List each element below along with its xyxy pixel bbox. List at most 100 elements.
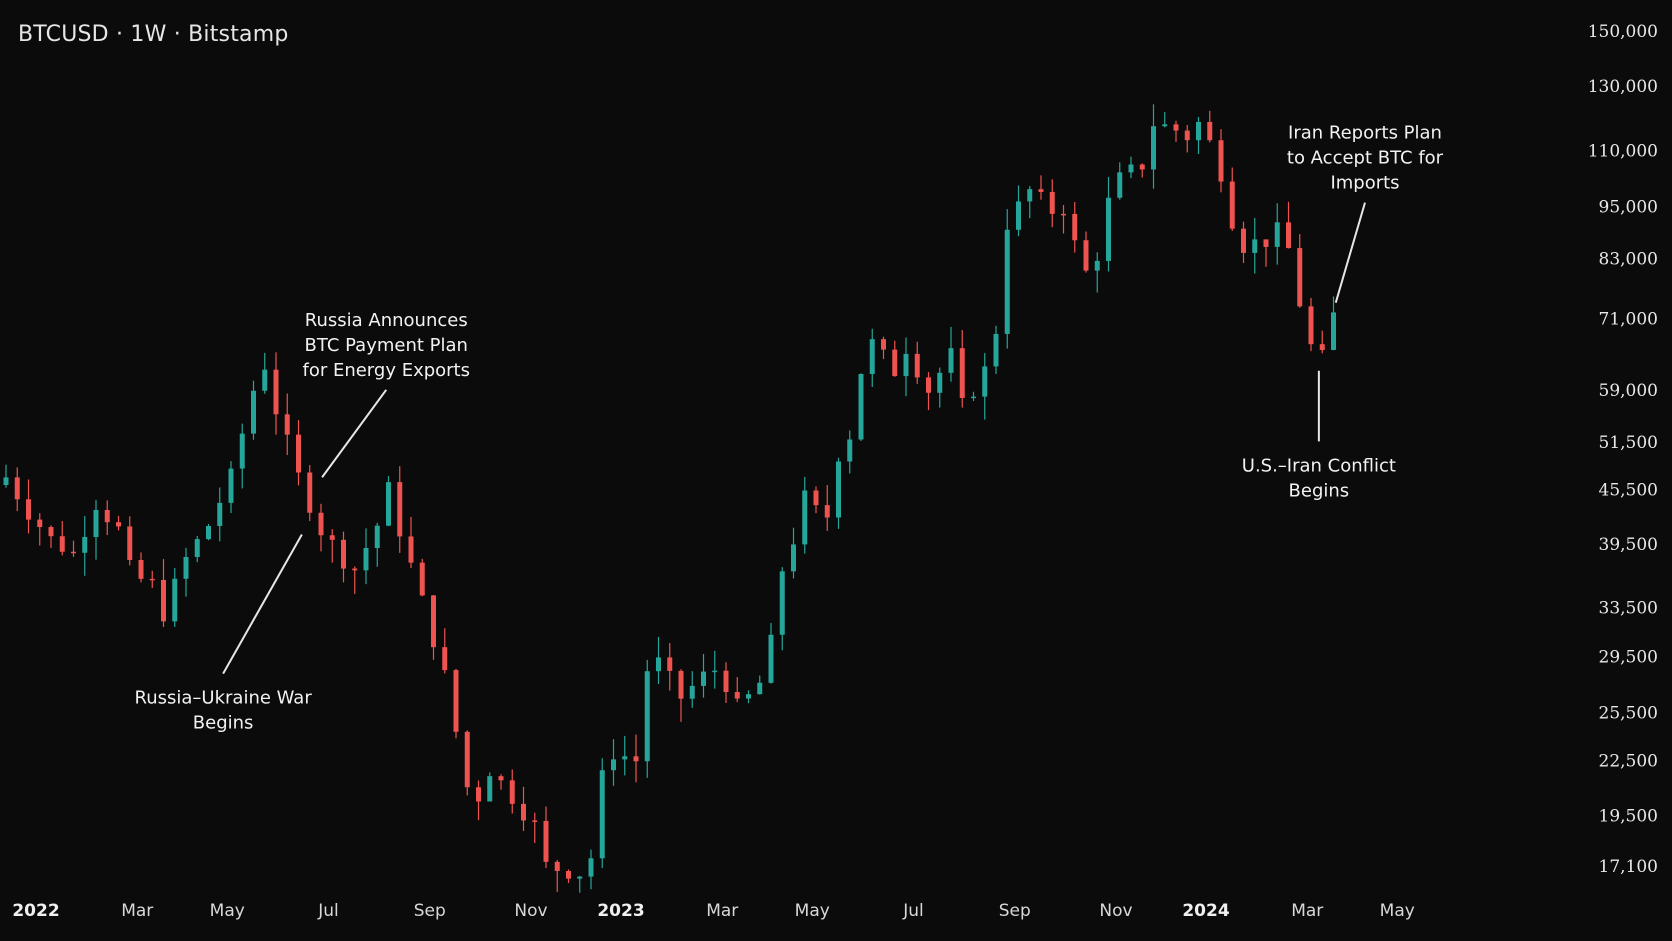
candle-body[interactable] <box>1072 213 1078 241</box>
candle-body[interactable] <box>262 369 268 391</box>
candle-body[interactable] <box>791 544 796 572</box>
candle-body[interactable] <box>588 858 594 877</box>
candle-body[interactable] <box>1218 140 1224 182</box>
candle-body[interactable] <box>104 509 110 523</box>
candle-body[interactable] <box>577 876 583 879</box>
candle-body[interactable] <box>318 512 324 536</box>
candle-body[interactable] <box>926 377 931 393</box>
candle-body[interactable] <box>948 348 954 373</box>
candle-body[interactable] <box>611 759 616 771</box>
candle-body[interactable] <box>307 472 313 513</box>
candle-body[interactable] <box>341 539 346 569</box>
candle-body[interactable] <box>251 390 256 434</box>
candle-body[interactable] <box>1094 260 1100 271</box>
candle-body[interactable] <box>1049 191 1055 214</box>
candle-body[interactable] <box>1106 197 1111 261</box>
candle-body[interactable] <box>374 525 380 548</box>
candle-body[interactable] <box>1004 229 1010 334</box>
candle-body[interactable] <box>509 780 515 804</box>
candle-body[interactable] <box>127 526 133 560</box>
candle-body[interactable] <box>1263 239 1269 247</box>
candle-body[interactable] <box>914 353 920 378</box>
candle-body[interactable] <box>701 671 706 686</box>
candle-body[interactable] <box>1151 126 1156 170</box>
candle-body[interactable] <box>37 519 43 528</box>
candle-body[interactable] <box>847 439 853 462</box>
candle-body[interactable] <box>296 434 301 473</box>
candle-body[interactable] <box>1128 164 1134 173</box>
candle-body[interactable] <box>678 670 684 699</box>
candle-body[interactable] <box>149 578 155 581</box>
candle-body[interactable] <box>1297 248 1303 307</box>
candle-body[interactable] <box>48 527 54 537</box>
candle-body[interactable] <box>14 477 20 500</box>
candle-body[interactable] <box>1173 124 1179 131</box>
candle-body[interactable] <box>1229 181 1235 229</box>
candle-body[interactable] <box>633 756 639 762</box>
candle-body[interactable] <box>1038 189 1044 192</box>
candle-body[interactable] <box>982 366 988 397</box>
candle-body[interactable] <box>734 692 740 699</box>
candle-body[interactable] <box>239 433 245 469</box>
candle-body[interactable] <box>442 647 448 671</box>
candle-body[interactable] <box>1083 240 1089 271</box>
candle-body[interactable] <box>1274 222 1280 247</box>
candle-body[interactable] <box>206 526 211 540</box>
candle-body[interactable] <box>644 671 650 762</box>
candle-body[interactable] <box>453 670 459 732</box>
candle-body[interactable] <box>723 670 729 693</box>
candle-body[interactable] <box>521 803 526 821</box>
candle-body[interactable] <box>183 556 189 579</box>
candle-body[interactable] <box>329 535 335 540</box>
candle-body[interactable] <box>1117 172 1123 198</box>
candle-body[interactable] <box>217 502 223 527</box>
candle-body[interactable] <box>487 776 493 802</box>
candle-body[interactable] <box>82 537 88 553</box>
candle-body[interactable] <box>228 468 234 503</box>
candle-body[interactable] <box>397 482 403 537</box>
candle-body[interactable] <box>971 396 976 399</box>
candle-body[interactable] <box>1061 213 1066 216</box>
candle-body[interactable] <box>3 477 9 485</box>
candle-body[interactable] <box>1286 222 1291 249</box>
candle-body[interactable] <box>532 820 538 822</box>
candle-body[interactable] <box>937 372 943 393</box>
candle-body[interactable] <box>554 861 560 871</box>
candle-body[interactable] <box>824 505 830 518</box>
candle-body[interactable] <box>431 595 436 648</box>
candle-body[interactable] <box>881 339 886 350</box>
candle-body[interactable] <box>892 349 898 377</box>
candle-body[interactable] <box>363 547 369 571</box>
candle-body[interactable] <box>408 536 414 563</box>
candle-body[interactable] <box>656 657 661 672</box>
candle-body[interactable] <box>71 551 76 554</box>
candle-body[interactable] <box>802 490 808 545</box>
candle-body[interactable] <box>768 634 774 683</box>
candle-body[interactable] <box>1207 121 1213 141</box>
candle-body[interactable] <box>869 339 875 374</box>
candle-body[interactable] <box>498 776 504 781</box>
candle-body[interactable] <box>1319 344 1325 350</box>
candle-body[interactable] <box>599 770 605 859</box>
candle-body[interactable] <box>172 578 178 622</box>
candle-body[interactable] <box>476 787 481 802</box>
candle-body[interactable] <box>1252 239 1258 253</box>
candle-body[interactable] <box>161 579 166 622</box>
candle-body[interactable] <box>59 536 65 552</box>
candle-body[interactable] <box>1331 312 1336 350</box>
candle-body[interactable] <box>194 539 200 557</box>
candle-body[interactable] <box>746 694 751 699</box>
candle-body[interactable] <box>993 333 999 367</box>
candle-body[interactable] <box>386 482 391 526</box>
candle-body[interactable] <box>93 509 99 538</box>
candle-body[interactable] <box>836 461 841 518</box>
candle-body[interactable] <box>1241 228 1246 253</box>
candle-body[interactable] <box>138 559 144 579</box>
candle-body[interactable] <box>1308 306 1314 345</box>
candle-body[interactable] <box>419 562 425 596</box>
candle-body[interactable] <box>352 568 358 571</box>
candle-body[interactable] <box>813 490 819 506</box>
candle-body[interactable] <box>622 756 628 760</box>
candle-body[interactable] <box>779 571 785 635</box>
